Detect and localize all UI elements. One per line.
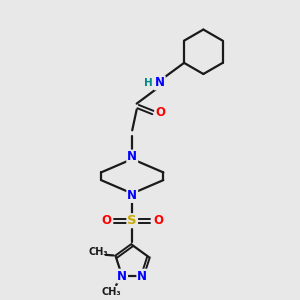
Text: S: S	[128, 214, 137, 227]
Text: O: O	[153, 214, 163, 227]
Text: O: O	[155, 106, 165, 119]
Text: N: N	[127, 189, 137, 202]
Text: N: N	[117, 270, 127, 283]
Text: O: O	[101, 214, 111, 227]
Text: CH₃: CH₃	[88, 248, 108, 257]
Text: CH₃: CH₃	[102, 287, 122, 297]
Text: H: H	[144, 78, 152, 88]
Text: N: N	[127, 151, 137, 164]
Text: N: N	[155, 76, 165, 89]
Text: N: N	[137, 270, 147, 283]
